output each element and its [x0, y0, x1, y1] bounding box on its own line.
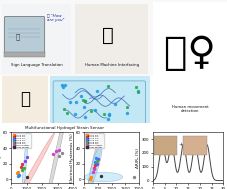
Text: 🦾: 🦾: [102, 26, 114, 45]
FancyBboxPatch shape: [53, 81, 145, 124]
Y-axis label: Mechanical Hysteresis (%): Mechanical Hysteresis (%): [0, 131, 2, 185]
Point: [90, 170, 94, 173]
FancyBboxPatch shape: [153, 136, 177, 155]
Ellipse shape: [5, 133, 54, 189]
Point: [19, 165, 22, 168]
Point: [93, 164, 97, 167]
Bar: [4, 52, 45, 57]
Legend: Poly1 1%, Poly2 1%, Poly3 1%, Poly4 1%, Poly5 1%, Poly6 1%, Strain sensor, Cross: Poly1 1%, Poly2 1%, Poly3 1%, Poly4 1%, …: [12, 133, 30, 148]
Ellipse shape: [84, 172, 122, 182]
FancyBboxPatch shape: [4, 16, 44, 54]
Point: [93, 161, 96, 164]
Point: [20, 168, 24, 171]
Point: [54, 150, 58, 153]
Point: [20, 162, 24, 165]
Point: [25, 176, 29, 179]
Ellipse shape: [9, 0, 42, 189]
Ellipse shape: [86, 125, 104, 189]
Point: [92, 167, 95, 170]
Y-axis label: ΔR/R₀ (%): ΔR/R₀ (%): [136, 148, 140, 168]
Point: [96, 157, 99, 160]
Ellipse shape: [88, 145, 102, 186]
Point: [51, 153, 54, 156]
Point: [60, 151, 64, 154]
Point: [25, 156, 29, 159]
Text: 🖐: 🖐: [20, 90, 30, 108]
Legend: Poly1 1%, Poly2 1%, Poly3 1%, Poly4 1%, Poly5 1%, Poly6 1%, Strain sensor, Cross: Poly1 1%, Poly2 1%, Poly3 1%, Poly4 1%, …: [85, 133, 103, 148]
FancyBboxPatch shape: [183, 136, 206, 155]
Point: [99, 175, 102, 178]
Point: [57, 154, 61, 157]
Point: [92, 168, 95, 171]
Point: [131, 176, 135, 179]
Text: 🔊 "How
are you": 🔊 "How are you": [47, 13, 65, 22]
Point: [88, 177, 91, 180]
Y-axis label: Electrical Hysteresis (%): Electrical Hysteresis (%): [70, 133, 74, 183]
Point: [22, 167, 25, 170]
Point: [94, 162, 98, 165]
Point: [17, 174, 21, 177]
Point: [23, 159, 27, 162]
Text: Human Machine Interfacing: Human Machine Interfacing: [84, 63, 138, 67]
Text: ✋: ✋: [15, 33, 19, 40]
Point: [94, 157, 97, 160]
Point: [57, 148, 61, 151]
Text: +: +: [178, 142, 183, 147]
Text: Human movement
detection: Human movement detection: [171, 105, 208, 113]
Point: [16, 175, 19, 178]
Ellipse shape: [47, 102, 68, 189]
Point: [89, 176, 93, 179]
Point: [15, 172, 19, 175]
Text: Multifunctional Hydrogel Strain Sensor: Multifunctional Hydrogel Strain Sensor: [25, 125, 104, 130]
Text: 🏃‍♀️: 🏃‍♀️: [164, 33, 215, 72]
Point: [95, 159, 99, 162]
Text: Sign Language Translation: Sign Language Translation: [11, 63, 62, 67]
Point: [16, 170, 20, 173]
